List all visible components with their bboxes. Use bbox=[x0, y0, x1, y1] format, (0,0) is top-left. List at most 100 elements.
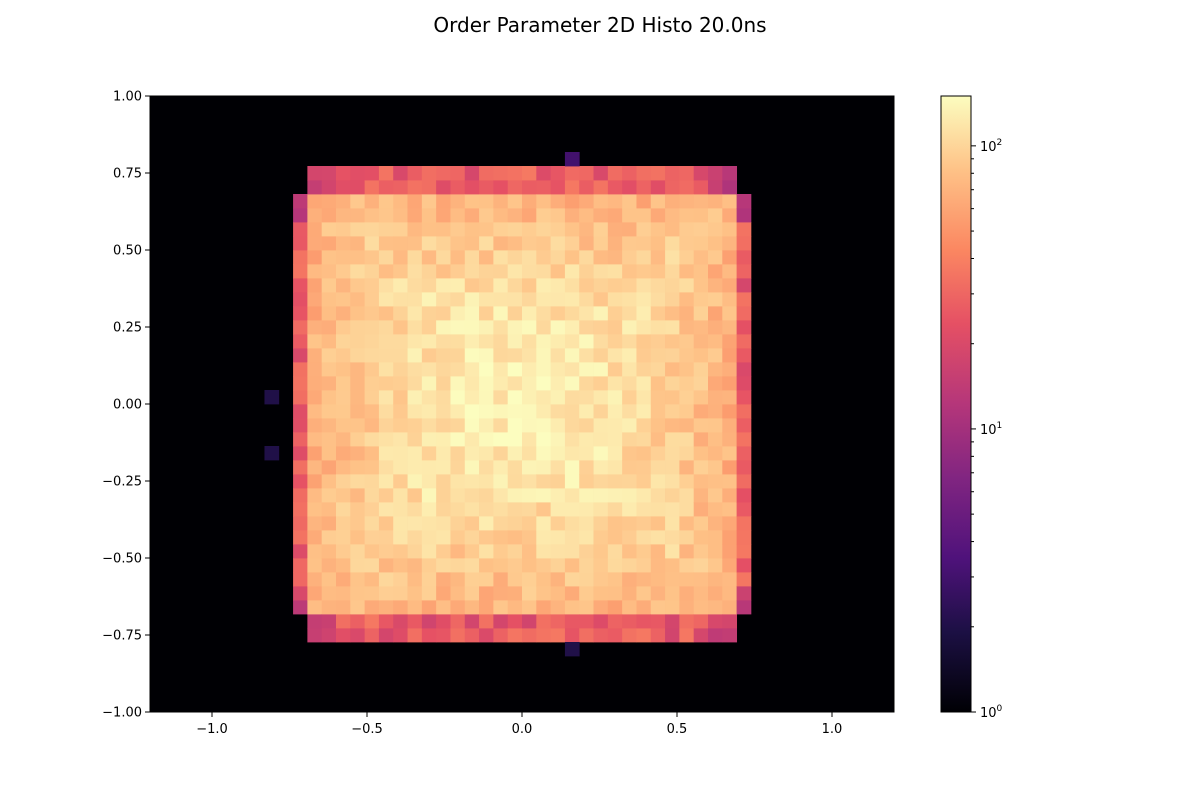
heatmap-cell bbox=[536, 600, 552, 615]
heatmap-cell bbox=[550, 558, 566, 573]
heatmap-cell bbox=[665, 334, 680, 349]
heatmap-cell bbox=[593, 586, 609, 601]
heatmap-cell bbox=[378, 222, 394, 237]
heatmap-cell bbox=[622, 250, 637, 265]
heatmap-cell bbox=[679, 264, 695, 279]
heatmap-cell bbox=[436, 306, 451, 321]
heatmap-cell bbox=[622, 194, 637, 209]
heatmap-cell bbox=[607, 348, 623, 363]
heatmap-cell bbox=[607, 306, 623, 321]
heatmap-cell bbox=[479, 516, 494, 531]
heatmap-cell bbox=[679, 418, 695, 433]
heatmap-cell bbox=[364, 558, 380, 573]
heatmap-cell bbox=[407, 362, 423, 377]
heatmap-cell bbox=[536, 614, 552, 629]
heatmap-cell bbox=[607, 502, 623, 517]
heatmap-cell bbox=[722, 530, 738, 545]
heatmap-cell bbox=[407, 222, 423, 237]
heatmap-cell bbox=[665, 628, 680, 643]
heatmap-cell bbox=[593, 446, 609, 461]
heatmap-cell bbox=[607, 432, 623, 447]
heatmap-cell bbox=[436, 250, 451, 265]
heatmap-cell bbox=[736, 502, 752, 517]
heatmap-cell bbox=[736, 250, 752, 265]
heatmap-cell bbox=[564, 432, 580, 447]
heatmap-cell bbox=[421, 236, 437, 251]
heatmap-cell bbox=[607, 194, 623, 209]
heatmap-cell bbox=[679, 348, 695, 363]
heatmap-cell bbox=[736, 460, 752, 475]
heatmap-cell bbox=[293, 432, 308, 447]
heatmap-cell bbox=[607, 264, 623, 279]
heatmap-cell bbox=[336, 460, 351, 475]
heatmap-cell bbox=[479, 180, 494, 195]
heatmap-cell bbox=[650, 180, 666, 195]
heatmap-cell bbox=[450, 376, 466, 391]
heatmap-cell bbox=[650, 516, 666, 531]
heatmap-cell bbox=[307, 208, 323, 223]
heatmap-cell bbox=[479, 530, 494, 545]
heatmap-cell bbox=[407, 558, 423, 573]
heatmap-cell bbox=[321, 166, 337, 181]
heatmap-cell bbox=[507, 264, 523, 279]
heatmap-cell bbox=[293, 600, 308, 615]
x-tick-label: 0.0 bbox=[512, 722, 533, 737]
heatmap-cell bbox=[450, 306, 466, 321]
heatmap-cell bbox=[378, 376, 394, 391]
heatmap-cell bbox=[607, 404, 623, 419]
heatmap-cell bbox=[650, 460, 666, 475]
heatmap-cell bbox=[336, 320, 351, 335]
heatmap-cell bbox=[350, 572, 366, 587]
heatmap-cell bbox=[522, 516, 537, 531]
heatmap-cell bbox=[650, 334, 666, 349]
heatmap-cell bbox=[607, 516, 623, 531]
heatmap-cell bbox=[350, 432, 366, 447]
heatmap-cell bbox=[622, 362, 637, 377]
heatmap-cell bbox=[321, 558, 337, 573]
heatmap-cell bbox=[636, 460, 652, 475]
heatmap-cell bbox=[693, 334, 709, 349]
heatmap-cell bbox=[307, 264, 323, 279]
heatmap-cell bbox=[522, 418, 537, 433]
heatmap-cell bbox=[293, 418, 308, 433]
heatmap-cell bbox=[564, 488, 580, 503]
heatmap-cell bbox=[665, 390, 680, 405]
heatmap-cell bbox=[350, 390, 366, 405]
heatmap-cell bbox=[336, 236, 351, 251]
heatmap-cell bbox=[522, 320, 537, 335]
heatmap-cell bbox=[479, 474, 494, 489]
heatmap-cell bbox=[479, 418, 494, 433]
heatmap-cell bbox=[550, 222, 566, 237]
heatmap-cell bbox=[321, 586, 337, 601]
heatmap-cell bbox=[336, 264, 351, 279]
heatmap-cell bbox=[436, 264, 451, 279]
heatmap-cell bbox=[679, 628, 695, 643]
heatmap-cell bbox=[536, 278, 552, 293]
heatmap-cell bbox=[579, 404, 594, 419]
heatmap-cell bbox=[479, 600, 494, 615]
heatmap-cell bbox=[421, 348, 437, 363]
heatmap-cell bbox=[550, 306, 566, 321]
heatmap-cell bbox=[407, 306, 423, 321]
heatmap-cell bbox=[364, 474, 380, 489]
heatmap-cell bbox=[378, 586, 394, 601]
heatmap-cell bbox=[593, 614, 609, 629]
heatmap-cell bbox=[321, 404, 337, 419]
heatmap-cell bbox=[679, 194, 695, 209]
heatmap-cell bbox=[350, 614, 366, 629]
heatmap-cell bbox=[350, 222, 366, 237]
heatmap-cell bbox=[436, 530, 451, 545]
heatmap-cell bbox=[350, 334, 366, 349]
heatmap-cell bbox=[650, 488, 666, 503]
heatmap-cell bbox=[607, 474, 623, 489]
heatmap-cell bbox=[450, 516, 466, 531]
heatmap-cell bbox=[522, 600, 537, 615]
heatmap-cell bbox=[550, 334, 566, 349]
heatmap-cell bbox=[622, 544, 637, 559]
heatmap-cell bbox=[321, 544, 337, 559]
heatmap-cell bbox=[407, 600, 423, 615]
heatmap-cell bbox=[722, 502, 738, 517]
heatmap-cell bbox=[350, 250, 366, 265]
heatmap-cell bbox=[450, 614, 466, 629]
heatmap-cell bbox=[636, 614, 652, 629]
